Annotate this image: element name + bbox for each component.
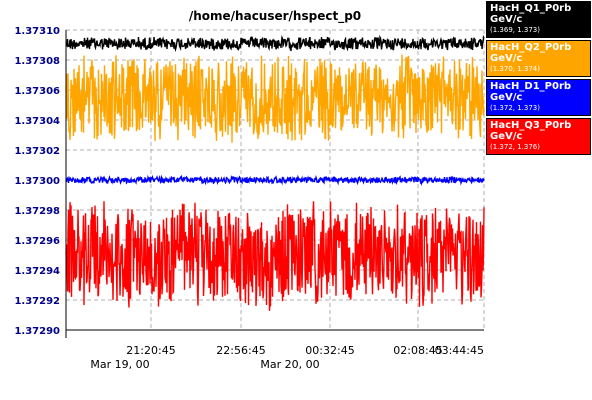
x-tick-label: 02:08:45 [393,344,442,357]
chart-title: /home/hacuser/hspect_p0 [189,9,361,24]
legend-range: (1.372, 1.376) [490,143,540,151]
y-tick-label: 1.37300 [14,176,60,187]
legend-name: HacH_Q1_P0rb [490,3,572,14]
y-tick-label: 1.37306 [14,86,60,97]
series-traces [65,34,485,311]
y-tick-label: 1.37290 [14,326,60,337]
x-tick-label: 21:20:45 [126,344,175,357]
y-tick-label: 1.37302 [14,146,60,157]
legend-name: HacH_Q3_P0rb [490,120,572,131]
series-line-1 [65,54,485,143]
axes: 1.37310 1.37308 1.37306 1.37304 1.37302 1.373… [14,26,484,371]
x-tick-label: 03:44:45 [435,344,484,357]
series-line-3 [65,201,485,311]
x-tick-label: 22:56:45 [216,344,265,357]
legend-entry: HacH_Q2_P0rb GeV/c (1.370, 1.374) [486,40,591,77]
y-tick-label: 1.37292 [14,296,60,307]
y-tick-label: 1.37296 [14,236,60,247]
legend-name: HacH_Q2_P0rb [490,42,572,53]
legend-entry: HacH_Q3_P0rb GeV/c (1.372, 1.376) [486,118,591,155]
legend-unit: GeV/c [490,92,523,103]
y-tick-label: 1.37298 [14,206,60,217]
legend-entry: HacH_Q1_P0rb GeV/c (1.369, 1.373) [486,1,591,38]
y-tick-label: 1.37304 [14,116,60,127]
legend-name: HacH_D1_P0rb [490,81,572,92]
legend-range: (1.369, 1.373) [490,26,540,34]
series-line-0 [65,34,485,53]
legend-unit: GeV/c [490,53,523,64]
legend-range: (1.372, 1.373) [490,104,540,112]
legend-entry: HacH_D1_P0rb GeV/c (1.372, 1.373) [486,79,591,116]
y-tick-label: 1.37294 [14,266,60,277]
x-date-label: Mar 20, 00 [260,358,319,371]
legend-unit: GeV/c [490,14,523,25]
legend-range: (1.370, 1.374) [490,65,540,73]
y-tick-label: 1.37308 [14,56,60,67]
legend-unit: GeV/c [490,131,523,142]
x-date-label: Mar 19, 00 [90,358,149,371]
x-tick-label: 00:32:45 [305,344,354,357]
series-line-2 [65,174,485,186]
y-tick-label: 1.37310 [14,26,60,37]
